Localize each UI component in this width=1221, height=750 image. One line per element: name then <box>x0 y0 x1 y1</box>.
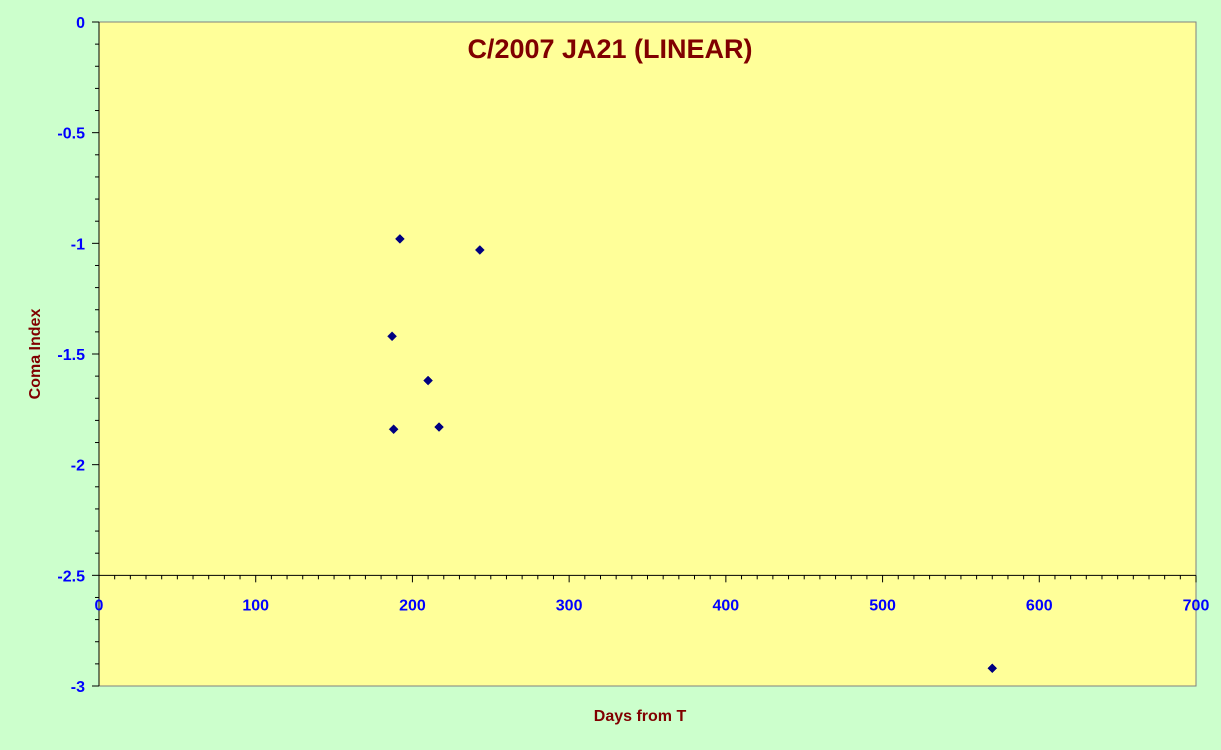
data-points <box>387 234 998 674</box>
x-tick-label: 200 <box>399 597 426 614</box>
data-point-marker <box>434 422 444 432</box>
y-tick-label: -1 <box>71 236 85 253</box>
x-tick-label: 400 <box>713 597 740 614</box>
x-tick-label: 300 <box>556 597 583 614</box>
tick-labels: 0 -0.5 -1 -1.5 -2 -2.5 -3 0 100 200 300 400 500 600 70… <box>57 15 1209 696</box>
x-tick-label: 100 <box>242 597 269 614</box>
plot-area <box>98 21 1197 687</box>
data-point-marker <box>387 331 397 342</box>
y-tick-label: -1.5 <box>57 347 85 364</box>
x-tick-label: 500 <box>869 597 896 614</box>
y-tick-label: -2.5 <box>57 568 85 585</box>
x-tick-label: 700 <box>1183 597 1210 614</box>
y-tick-label: -0.5 <box>57 126 85 143</box>
data-point-marker <box>423 375 433 386</box>
y-tick-label: -2 <box>71 458 85 475</box>
data-point-marker <box>474 245 485 255</box>
x-tick-label: 0 <box>95 597 104 614</box>
x-tick-label: 600 <box>1026 597 1053 614</box>
data-point-marker <box>395 234 405 244</box>
y-axis-title: Coma Index <box>27 309 44 400</box>
chart-title: C/2007 JA21 (LINEAR) <box>467 34 752 64</box>
x-axis-title: Days from T <box>594 708 687 725</box>
data-point-marker <box>987 663 998 674</box>
ticks <box>92 21 1197 687</box>
data-point-marker <box>388 424 399 435</box>
y-tick-label: -3 <box>71 679 85 696</box>
y-tick-label: 0 <box>76 15 85 32</box>
